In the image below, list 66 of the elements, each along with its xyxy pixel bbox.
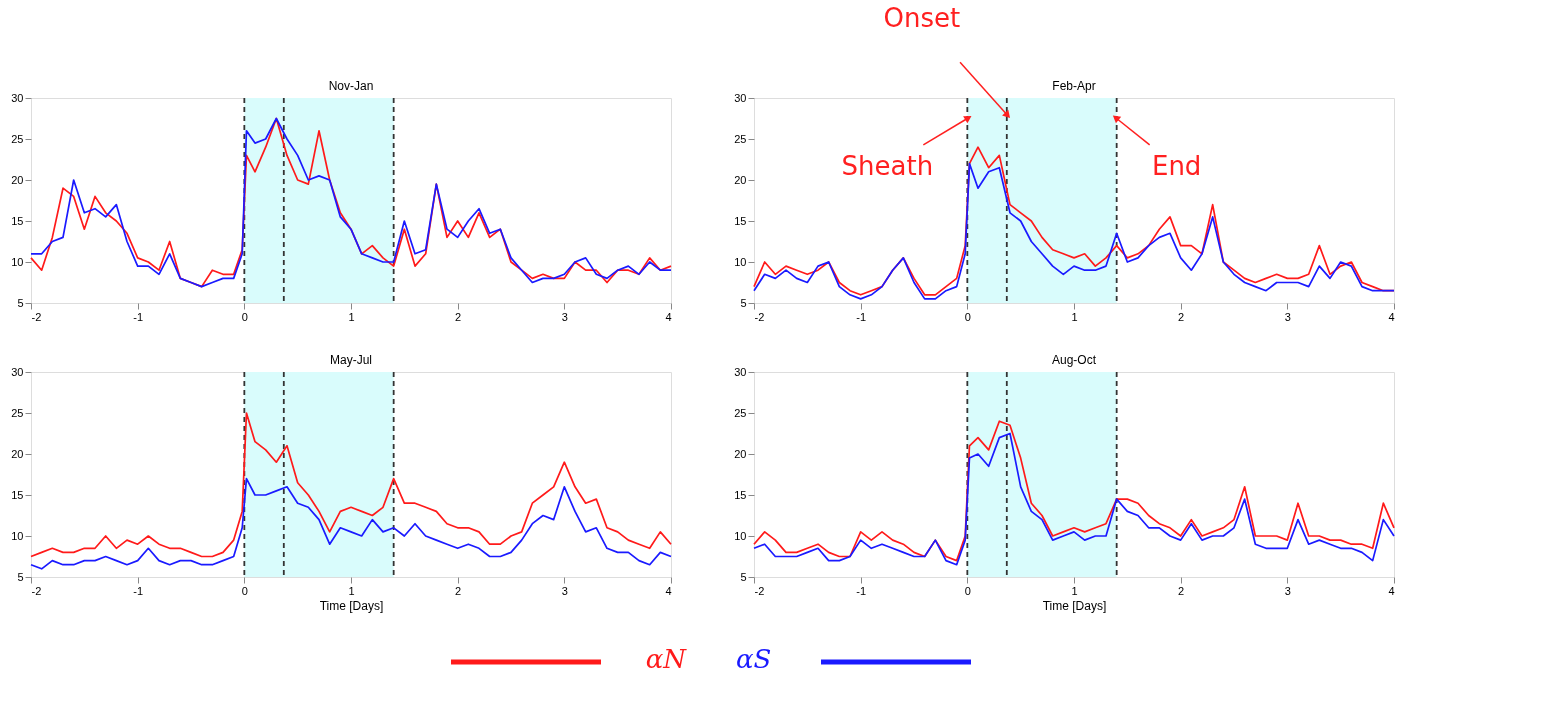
y-tick-label: 30: [11, 365, 24, 378]
text: αN: [645, 644, 688, 674]
y-tick-label: 20: [734, 173, 747, 186]
x-axis-title: Time [Days]: [319, 598, 384, 613]
chart-title: Aug-Oct: [1051, 353, 1097, 367]
x-tick-label: 3: [561, 310, 568, 323]
chart-title: Nov-Jan: [328, 79, 374, 93]
x-tick-label: -1: [856, 584, 867, 597]
annotation: Sheath: [841, 150, 934, 181]
x-tick-label: 1: [348, 584, 355, 597]
chart-title: Feb-Apr: [1052, 79, 1096, 93]
y-tick-label: 5: [740, 570, 747, 583]
x-tick-label: 2: [455, 584, 462, 597]
y-tick-label: 15: [11, 214, 24, 227]
x-tick-label: -2: [754, 584, 765, 597]
y-tick-label: 30: [734, 365, 747, 378]
y-tick-label: 5: [740, 296, 747, 309]
y-tick-label: 30: [734, 91, 747, 104]
y-tick-label: 20: [11, 447, 24, 460]
x-tick-label: 4: [665, 584, 672, 597]
y-tick-label: 10: [734, 529, 747, 542]
x-tick-label: -2: [31, 310, 42, 323]
x-tick-label: 3: [561, 584, 568, 597]
y-tick-label: 10: [734, 255, 747, 268]
line-series: [30, 477, 672, 570]
x-tick-label: 2: [455, 310, 462, 323]
x-tick-label: 1: [348, 310, 355, 323]
x-tick-label: 4: [665, 310, 672, 323]
annotation: End: [1151, 150, 1202, 181]
y-tick-label: 25: [11, 406, 24, 419]
x-tick-label: -2: [754, 310, 765, 323]
chart-title: May-Jul: [329, 353, 373, 367]
x-tick-label: 3: [1284, 310, 1291, 323]
x-tick-label: 0: [241, 584, 248, 597]
x-tick-label: 3: [1284, 584, 1291, 597]
text: αS: [736, 644, 772, 674]
x-tick-label: 1: [1071, 310, 1078, 323]
line-series: [30, 117, 672, 288]
x-tick-label: 0: [964, 310, 971, 323]
x-tick-label: -1: [856, 310, 867, 323]
y-tick-label: 15: [734, 214, 747, 227]
y-tick-label: 10: [11, 529, 24, 542]
y-tick-label: 5: [17, 570, 24, 583]
x-tick-label: -1: [133, 310, 144, 323]
x-tick-label: -1: [133, 584, 144, 597]
y-tick-label: 30: [11, 91, 24, 104]
x-tick-label: 2: [1178, 584, 1185, 597]
y-tick-label: 25: [734, 132, 747, 145]
y-tick-label: 20: [734, 447, 747, 460]
y-tick-label: 5: [17, 296, 24, 309]
annotation: Onset: [883, 3, 961, 34]
x-tick-label: 4: [1388, 310, 1395, 323]
x-tick-label: 1: [1071, 584, 1078, 597]
y-tick-label: 15: [11, 488, 24, 501]
y-tick-label: 25: [11, 132, 24, 145]
x-tick-label: 4: [1388, 584, 1395, 597]
y-tick-label: 20: [11, 173, 24, 186]
line-series: [30, 412, 672, 558]
y-tick-label: 10: [11, 255, 24, 268]
x-tick-label: 0: [964, 584, 971, 597]
y-tick-label: 25: [734, 406, 747, 419]
x-axis-title: Time [Days]: [1042, 598, 1107, 613]
x-tick-label: 0: [241, 310, 248, 323]
x-tick-label: -2: [31, 584, 42, 597]
x-tick-label: 2: [1178, 310, 1185, 323]
y-tick-label: 15: [734, 488, 747, 501]
